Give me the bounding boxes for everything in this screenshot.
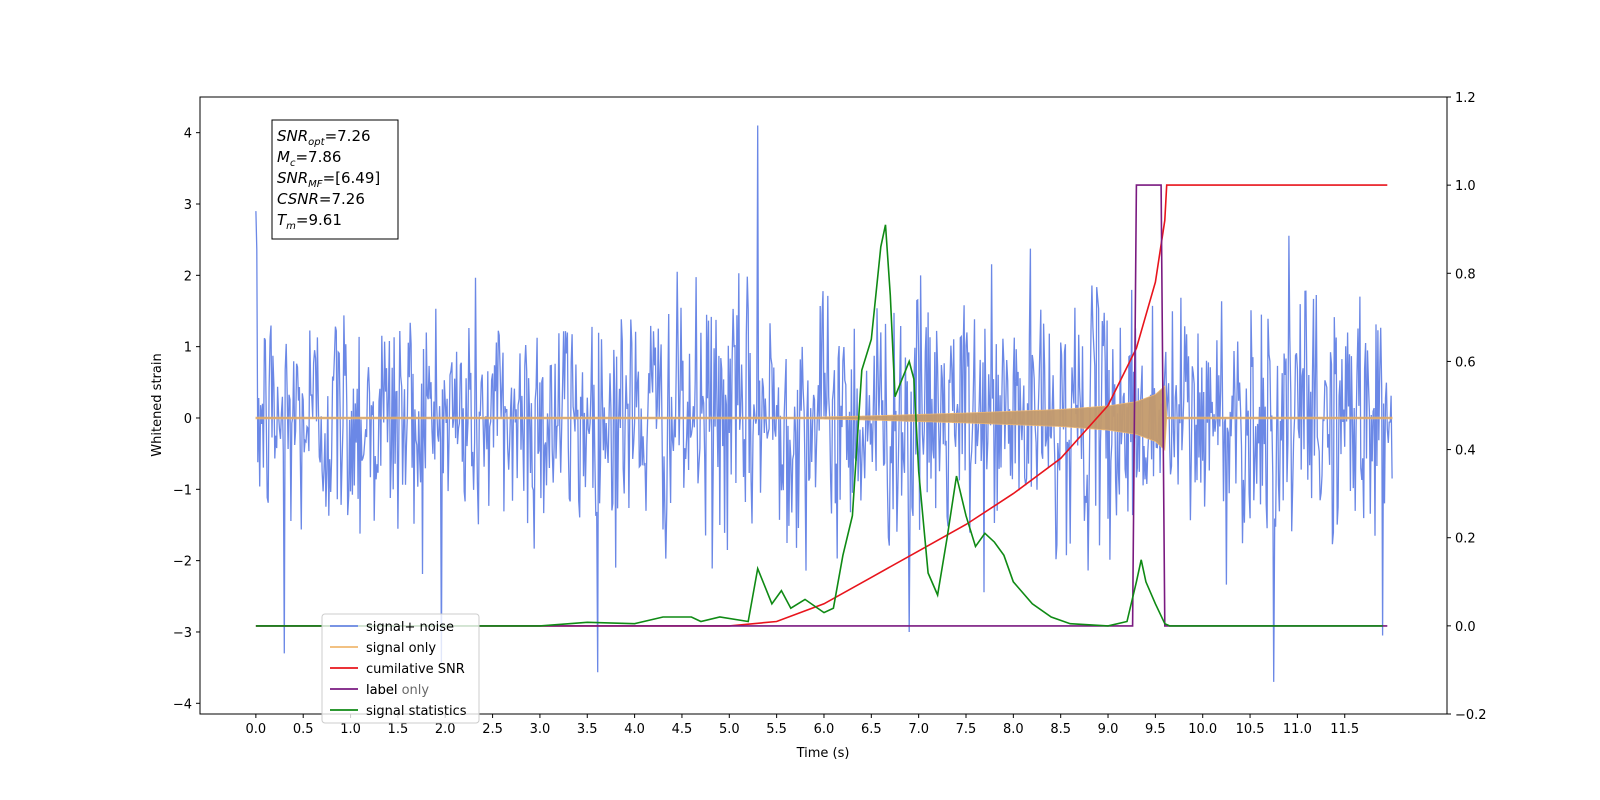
- y-tick-label: 3: [184, 198, 192, 213]
- x-tick-label: 0.5: [293, 722, 314, 737]
- annotation-line: SNRopt=7.26: [277, 127, 371, 148]
- x-tick-label: 3.5: [577, 722, 598, 737]
- x-tick-label: 4.5: [672, 722, 693, 737]
- x-tick-label: 4.0: [624, 722, 645, 737]
- legend-label: signal+ noise: [366, 620, 454, 635]
- y-axis-label: Whitened strain: [150, 353, 165, 456]
- y-tick-label: −3: [173, 626, 192, 641]
- y2-tick-label: 0.2: [1455, 532, 1476, 547]
- y2-tick-label: −0.2: [1455, 708, 1487, 723]
- plot-area: [255, 125, 1393, 682]
- y-tick-label: 0: [184, 412, 192, 427]
- x-tick-label: 5.0: [719, 722, 740, 737]
- x-tick-label: 6.0: [814, 722, 835, 737]
- x-tick-label: 10.5: [1236, 722, 1265, 737]
- x-tick-label: 11.5: [1330, 722, 1359, 737]
- x-tick-label: 2.0: [435, 722, 456, 737]
- x-tick-label: 8.5: [1050, 722, 1071, 737]
- x-axis: 0.0 0.5 1.0 1.5 2.0 2.5 3.0 3.5 4.0 4.5 5.0 5.5 6.0 6…: [246, 714, 1359, 737]
- x-tick-label: 7.0: [908, 722, 929, 737]
- y2-tick-label: 0.8: [1455, 267, 1476, 282]
- x-tick-label: 1.5: [388, 722, 409, 737]
- annotation-line: CSNR=7.26: [277, 190, 365, 208]
- y-tick-label: −1: [173, 483, 192, 498]
- y-tick-label: −2: [173, 555, 192, 570]
- annotation-line: Tm=9.61: [277, 211, 342, 232]
- x-axis-label: Time (s): [796, 746, 850, 761]
- annotation-line: SNRMF=[6.49]: [277, 169, 380, 190]
- x-tick-label: 7.5: [956, 722, 977, 737]
- y2-tick-label: 0.6: [1455, 355, 1476, 370]
- x-tick-label: 9.0: [1098, 722, 1119, 737]
- y-tick-label: 2: [184, 269, 192, 284]
- legend-label: signal only: [366, 641, 436, 656]
- x-tick-label: 5.5: [766, 722, 787, 737]
- y2-tick-label: 0.4: [1455, 444, 1476, 459]
- y-axis-right: −0.2 0.0 0.2 0.4 0.6 0.8 1.0 1.2: [1447, 91, 1487, 723]
- annotation-line: Mc=7.86: [277, 148, 341, 169]
- series-signal-statistics: [255, 224, 1383, 627]
- y-axis-left: −4 −3 −2 −1 0 1 2 3 4: [173, 127, 200, 712]
- legend-label-hidden: label only: [366, 683, 429, 698]
- y-tick-label: 4: [184, 127, 192, 142]
- annotation-box: [271, 119, 399, 240]
- y-tick-label: 1: [184, 341, 192, 356]
- legend-box: [321, 613, 480, 724]
- x-tick-label: 10.0: [1188, 722, 1217, 737]
- series-signal-noise: [255, 125, 1393, 682]
- x-tick-label: 6.5: [861, 722, 882, 737]
- y2-tick-label: 1.0: [1455, 179, 1476, 194]
- x-tick-label: 1.0: [340, 722, 361, 737]
- legend-label: signal statistics: [366, 704, 467, 719]
- x-tick-label: 0.0: [246, 722, 267, 737]
- x-tick-label: 3.0: [530, 722, 551, 737]
- x-tick-label: 8.0: [1003, 722, 1024, 737]
- y-tick-label: −4: [173, 697, 192, 712]
- x-tick-label: 9.5: [1145, 722, 1166, 737]
- x-tick-label: 11.0: [1283, 722, 1312, 737]
- x-tick-label: 2.5: [482, 722, 503, 737]
- legend-label: label: [366, 683, 397, 698]
- y2-tick-label: 0.0: [1455, 620, 1476, 635]
- y2-tick-label: 1.2: [1455, 91, 1476, 106]
- legend: label only signal+ noise signal only cumila…: [321, 613, 480, 724]
- series-signal-only: [255, 384, 1393, 452]
- legend-label: cumilative SNR: [366, 662, 465, 677]
